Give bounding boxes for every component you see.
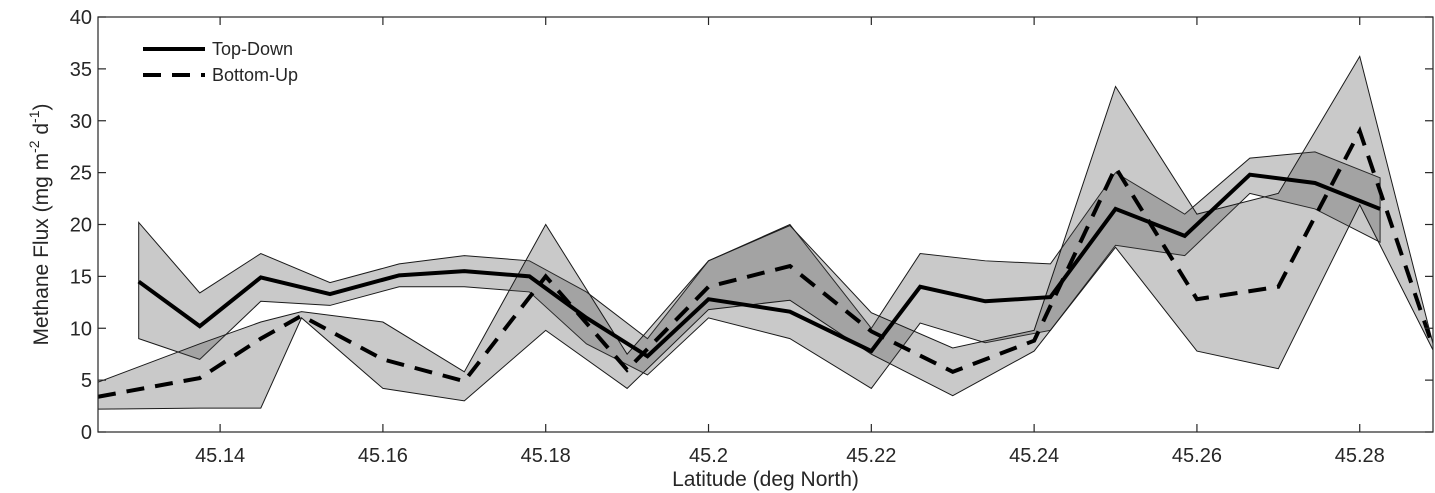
- x-tick-label: 45.16: [358, 445, 408, 467]
- x-tick-label: 45.22: [846, 445, 896, 467]
- y-axis-label-mid: d: [30, 123, 53, 141]
- band-bottom-up: [97, 55, 1434, 410]
- y-axis-ticks: 0 5 10 15 20 25 30 35 40: [70, 7, 1433, 444]
- y-tick-label: 30: [70, 111, 92, 133]
- band-top-down: [138, 151, 1381, 390]
- y-axis-label-sup-1: -2: [26, 140, 42, 153]
- y-axis-label-sup-2: -1: [26, 110, 42, 123]
- x-tick-label: 45.26: [1172, 445, 1222, 467]
- confidence-bands: [97, 55, 1434, 410]
- legend: Top-Down Bottom-Up: [143, 39, 298, 85]
- x-tick-label: 45.18: [521, 445, 571, 467]
- y-tick-label: 35: [70, 59, 92, 81]
- y-tick-label: 20: [70, 215, 92, 237]
- x-axis-ticks: 45.14 45.16 45.18 45.2 45.22 45.24 45.26 45.28: [195, 17, 1385, 467]
- x-tick-label: 45.14: [195, 445, 245, 467]
- y-axis-label-suffix: ): [30, 104, 53, 111]
- series-lines: [97, 126, 1435, 399]
- y-tick-label: 40: [70, 7, 92, 29]
- y-axis-label: Methane Flux (mg m-2 d-1): [26, 104, 53, 346]
- y-tick-label: 0: [81, 422, 92, 444]
- x-tick-label: 45.24: [1009, 445, 1059, 467]
- series-line-top-down: [137, 172, 1381, 359]
- x-tick-label: 45.2: [689, 445, 728, 467]
- legend-label: Bottom-Up: [212, 65, 298, 85]
- x-tick-label: 45.28: [1335, 445, 1385, 467]
- y-tick-label: 25: [70, 163, 92, 185]
- y-tick-label: 10: [70, 318, 92, 340]
- legend-label: Top-Down: [212, 39, 293, 59]
- series-line-bottom-up: [97, 126, 1435, 399]
- y-tick-label: 15: [70, 266, 92, 288]
- y-tick-label: 5: [81, 370, 92, 392]
- y-axis-label-prefix: Methane Flux (mg m: [30, 153, 53, 346]
- x-axis-label: Latitude (deg North): [672, 468, 859, 491]
